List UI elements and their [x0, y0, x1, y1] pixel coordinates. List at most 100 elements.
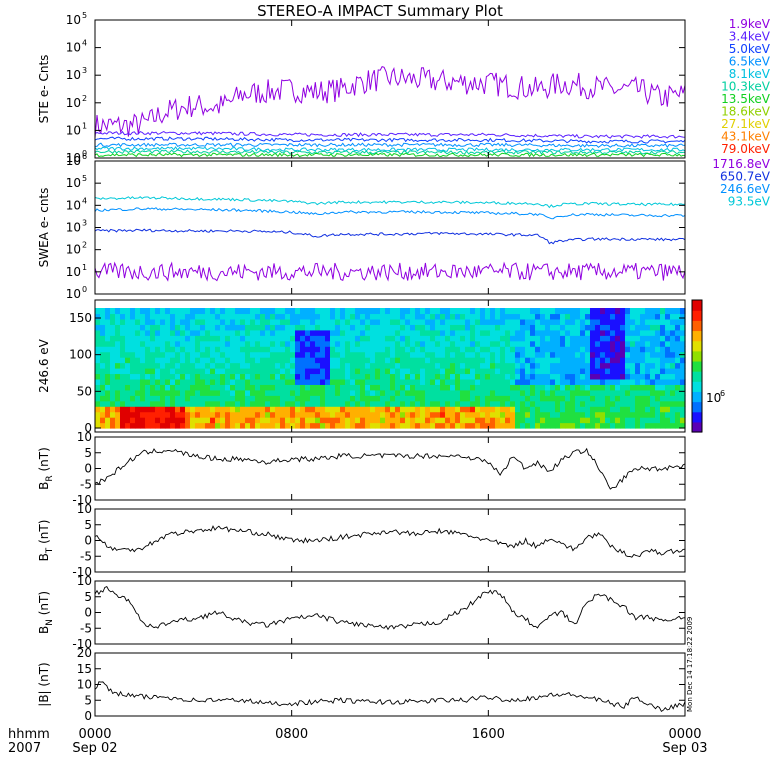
heatmap-cell [295, 313, 301, 320]
heatmap-cell [195, 308, 201, 315]
heatmap-cell [535, 400, 541, 407]
heatmap-cell [125, 318, 131, 325]
heatmap-cell [115, 373, 121, 380]
heatmap-cell [385, 395, 391, 402]
heatmap-cell [350, 384, 356, 391]
heatmap-cell [550, 324, 556, 331]
heatmap-cell [270, 378, 276, 385]
heatmap-cell [285, 335, 291, 342]
heatmap-cell [340, 417, 346, 424]
heatmap-cell [610, 378, 616, 385]
heatmap-cell [285, 351, 291, 358]
heatmap-cell [435, 389, 441, 396]
heatmap-cell [615, 362, 621, 369]
y-axis-label: BT (nT) [37, 520, 55, 562]
heatmap-cell [555, 308, 561, 315]
heatmap-cell [260, 384, 266, 391]
heatmap-cell [325, 335, 331, 342]
heatmap-cell [360, 368, 366, 375]
heatmap-cell [295, 389, 301, 396]
heatmap-cell [330, 378, 336, 385]
heatmap-cell [275, 362, 281, 369]
heatmap-cell [295, 395, 301, 402]
heatmap-cell [430, 378, 436, 385]
heatmap-cell [365, 395, 371, 402]
heatmap-cell [160, 313, 166, 320]
heatmap-cell [575, 422, 581, 429]
heatmap-cell [455, 351, 461, 358]
heatmap-cell [435, 324, 441, 331]
heatmap-cell [100, 308, 106, 315]
heatmap-cell [665, 422, 671, 429]
heatmap-cell [165, 351, 171, 358]
heatmap-cell [385, 373, 391, 380]
heatmap-cell [325, 389, 331, 396]
heatmap-cell [165, 411, 171, 418]
heatmap-cell [440, 357, 446, 364]
heatmap-cell [395, 400, 401, 407]
heatmap-cell [125, 395, 131, 402]
heatmap-cell [165, 368, 171, 375]
heatmap-cell [155, 389, 161, 396]
colorbar-segment [692, 401, 702, 413]
heatmap-cell [510, 417, 516, 424]
heatmap-cell [560, 389, 566, 396]
heatmap-cell [280, 357, 286, 364]
heatmap-cell [120, 417, 126, 424]
heatmap-cell [300, 313, 306, 320]
heatmap-cell [145, 362, 151, 369]
heatmap-cell [675, 324, 681, 331]
heatmap-cell [180, 417, 186, 424]
heatmap-cell [265, 400, 271, 407]
heatmap-cell [265, 357, 271, 364]
heatmap-cell [475, 313, 481, 320]
heatmap-cell [105, 308, 111, 315]
heatmap-cell [425, 368, 431, 375]
heatmap-cell [140, 351, 146, 358]
heatmap-cell [440, 395, 446, 402]
heatmap-cell [120, 318, 126, 325]
heatmap-cell [570, 373, 576, 380]
heatmap-cell [150, 329, 156, 336]
heatmap-cell [635, 378, 641, 385]
heatmap-cell [125, 340, 131, 347]
colorbar-tick-exponent: 6 [720, 389, 725, 398]
heatmap-cell [405, 368, 411, 375]
heatmap-cell [275, 368, 281, 375]
heatmap-cell [255, 362, 261, 369]
heatmap-cell [520, 406, 526, 413]
heatmap-cell [115, 411, 121, 418]
heatmap-cell [250, 340, 256, 347]
heatmap-cell [540, 329, 546, 336]
heatmap-cell [385, 422, 391, 429]
heatmap-cell [325, 329, 331, 336]
heatmap-cell [130, 308, 136, 315]
heatmap-cell [570, 362, 576, 369]
heatmap-cell [170, 329, 176, 336]
heatmap-cell [445, 384, 451, 391]
heatmap-cell [595, 368, 601, 375]
heatmap-cell [150, 422, 156, 429]
heatmap-cell [310, 378, 316, 385]
heatmap-cell [470, 389, 476, 396]
heatmap-cell [180, 389, 186, 396]
heatmap-cell [545, 378, 551, 385]
heatmap-cell [405, 373, 411, 380]
heatmap-cell [540, 313, 546, 320]
heatmap-cell [250, 368, 256, 375]
heatmap-cell [145, 422, 151, 429]
heatmap-cell [140, 373, 146, 380]
heatmap-cell [555, 400, 561, 407]
heatmap-cell [570, 340, 576, 347]
heatmap-cell [445, 389, 451, 396]
series-line [94, 447, 686, 490]
heatmap-cell [390, 351, 396, 358]
heatmap-cell [645, 335, 651, 342]
heatmap-cell [410, 406, 416, 413]
heatmap-cell [645, 389, 651, 396]
heatmap-cell [575, 389, 581, 396]
heatmap-cell [490, 362, 496, 369]
heatmap-cell [680, 422, 686, 429]
heatmap-cell [110, 395, 116, 402]
x-tick-time-label: 0000 [78, 727, 111, 742]
